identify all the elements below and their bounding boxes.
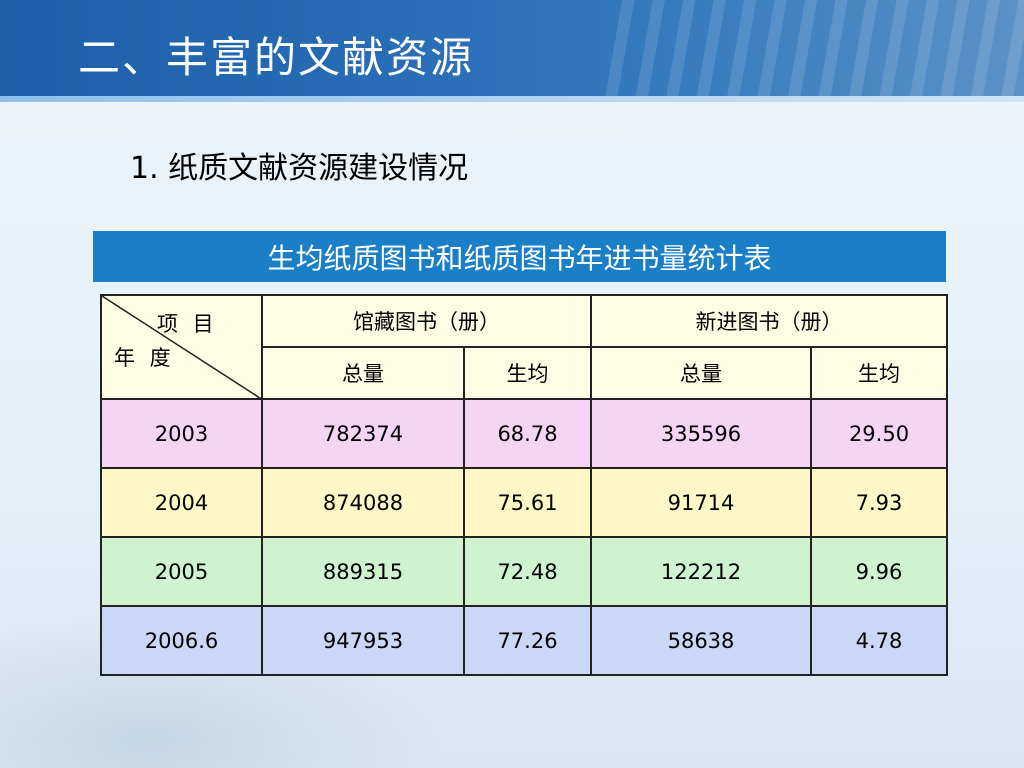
subheader-holdings-total: 总量	[261, 346, 465, 400]
cell-holdings-per-student: 68.78	[463, 398, 592, 469]
subheader-new-per-student: 生均	[810, 346, 948, 400]
cell-year: 2003	[100, 398, 263, 469]
cell-new-total: 122212	[590, 536, 812, 607]
cell-new-per-student: 4.78	[810, 605, 948, 676]
slide-title: 二、丰富的文献资源	[78, 33, 475, 82]
cell-holdings-per-student: 72.48	[463, 536, 592, 607]
cell-holdings-total: 947953	[261, 605, 465, 676]
cell-holdings-total: 889315	[261, 536, 465, 607]
cell-new-per-student: 9.96	[810, 536, 948, 607]
table-header-row: 项 目 年 度 馆藏图书（册） 新进图书（册）	[100, 294, 948, 400]
title-bar-stripes	[604, 0, 1024, 96]
title-bar-underline	[0, 96, 1024, 102]
corner-header-cell: 项 目 年 度	[100, 294, 263, 400]
table-row: 2005 889315 72.48 122212 9.96	[100, 536, 948, 607]
corner-label-year: 年 度	[114, 346, 175, 370]
table-row: 2003 782374 68.78 335596 29.50	[100, 398, 948, 469]
group-header-holdings: 馆藏图书（册）	[261, 294, 592, 348]
cell-holdings-total: 782374	[261, 398, 465, 469]
cell-year: 2006.6	[100, 605, 263, 676]
cell-new-total: 58638	[590, 605, 812, 676]
title-bar: 二、丰富的文献资源	[0, 0, 1024, 96]
section-heading: 1. 纸质文献资源建设情况	[130, 151, 469, 186]
group-header-new-books: 新进图书（册）	[590, 294, 948, 348]
corner-label-item: 项 目	[157, 312, 218, 336]
corner-diagonal-line	[102, 296, 263, 400]
table-row: 2004 874088 75.61 91714 7.93	[100, 467, 948, 538]
table-subheader-row: 总量 生均 总量 生均	[101, 346, 948, 400]
cell-new-total: 91714	[590, 467, 812, 538]
table-row: 2006.6 947953 77.26 58638 4.78	[100, 605, 948, 676]
table-caption: 生均纸质图书和纸质图书年进书量统计表	[93, 231, 946, 282]
cell-new-per-student: 7.93	[810, 467, 948, 538]
cell-new-per-student: 29.50	[810, 398, 948, 469]
cell-holdings-per-student: 77.26	[463, 605, 592, 676]
cell-holdings-per-student: 75.61	[463, 467, 592, 538]
cell-holdings-total: 874088	[261, 467, 465, 538]
subheader-new-total: 总量	[590, 346, 812, 400]
cell-year: 2005	[100, 536, 263, 607]
cell-new-total: 335596	[590, 398, 812, 469]
cell-year: 2004	[100, 467, 263, 538]
statistics-table: 项 目 年 度 馆藏图书（册） 新进图书（册） 总量 生均 总量 生均 2003…	[100, 294, 948, 676]
subheader-holdings-per-student: 生均	[463, 346, 592, 400]
